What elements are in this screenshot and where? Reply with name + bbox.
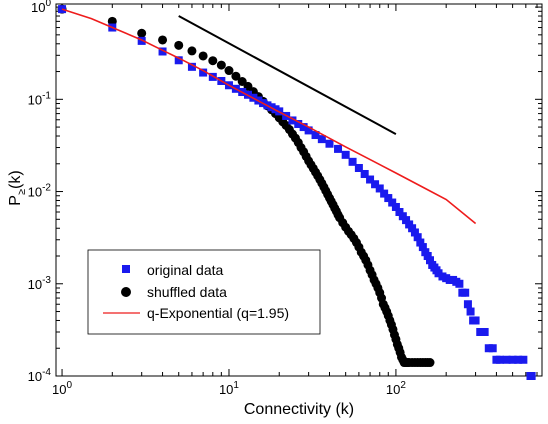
y-tick-label-exponent: -4	[42, 367, 51, 378]
y-tick-label: 10-3	[28, 275, 52, 292]
original-data-point	[384, 194, 393, 203]
y-tick-label: 10-4	[28, 367, 52, 384]
original-data-point	[375, 184, 384, 193]
y-axis-title-main: P	[7, 195, 24, 206]
shuffled-data-point	[198, 51, 208, 61]
shuffled-data-point	[158, 35, 168, 45]
original-data-point	[187, 62, 196, 71]
y-tick-label-base: 10	[31, 0, 45, 15]
original-data-point	[471, 316, 480, 325]
original-data-point	[174, 56, 183, 65]
original-data-point	[408, 224, 417, 233]
y-tick-label-exponent: 0	[45, 0, 51, 9]
data-layer	[57, 4, 536, 380]
legend-label-fit: q-Exponential (q=1.95)	[147, 305, 289, 321]
x-tick-label: 100	[52, 380, 72, 397]
original-data-point	[463, 300, 472, 309]
legend-marker-original	[122, 265, 130, 273]
original-data-point	[410, 228, 419, 237]
original-data-point	[317, 135, 326, 144]
y-axis-title: P≥(k)	[7, 170, 28, 205]
original-data-point	[423, 252, 432, 261]
legend-marker-shuffled	[121, 287, 131, 297]
y-tick-label: 10-1	[28, 90, 52, 107]
original-data-point	[341, 150, 350, 159]
original-data-point	[371, 180, 380, 189]
x-tick-label: 101	[219, 380, 239, 397]
legend-label-original: original data	[147, 262, 223, 278]
original-data-point	[325, 139, 334, 148]
shuffled-data-point	[174, 40, 184, 50]
legend-label-shuffled: shuffled data	[147, 284, 227, 300]
original-data-point	[311, 131, 320, 140]
y-tick-label-base: 10	[28, 92, 42, 107]
original-data-point	[519, 355, 528, 364]
shuffled-data-point	[425, 358, 435, 368]
x-tick-label-exponent: 2	[400, 380, 406, 391]
original-data-point	[502, 355, 511, 364]
y-tick-label: 100	[31, 0, 51, 15]
y-tick-label-exponent: -2	[42, 183, 51, 194]
x-tick-label-base: 10	[219, 382, 233, 397]
original-data-point	[199, 68, 208, 77]
original-data-point	[366, 175, 375, 184]
y-axis-title-tail: (k)	[7, 170, 24, 189]
original-data-point	[455, 279, 464, 288]
original-data-point	[402, 216, 411, 225]
original-data-point	[480, 327, 489, 336]
original-data-point	[418, 243, 427, 252]
original-data-point	[380, 189, 389, 198]
original-data-point	[299, 123, 308, 132]
x-axis-title: Connectivity (k)	[244, 401, 354, 418]
original-data-point	[488, 344, 497, 353]
x-tick-label-exponent: 1	[233, 380, 239, 391]
q-exponential-fit-line	[61, 8, 477, 225]
y-tick-label-base: 10	[28, 185, 42, 200]
original-data-point	[388, 198, 397, 207]
x-tick-label-base: 10	[386, 382, 400, 397]
y-axis-title-sub: ≥	[16, 189, 28, 195]
original-data-point	[158, 47, 167, 56]
original-data-point	[425, 256, 434, 265]
legend: original data shuffled data q-Exponentia…	[87, 249, 321, 335]
x-tick-label-exponent: 0	[66, 380, 72, 391]
y-tick-label-base: 10	[28, 277, 42, 292]
shuffled-data-point	[216, 60, 226, 70]
original-data-point	[416, 238, 425, 247]
original-data-point	[508, 355, 517, 364]
y-tick-label-base: 10	[28, 369, 42, 384]
shuffled-data-point	[208, 56, 218, 66]
y-tick-label-exponent: -1	[42, 90, 51, 101]
x-tick-label-base: 10	[52, 382, 66, 397]
original-data-point	[395, 208, 404, 217]
original-data-point	[288, 116, 297, 125]
original-data-point	[304, 126, 313, 135]
shuffled-data-point	[137, 28, 147, 38]
original-data-point	[476, 327, 485, 336]
shuffled-data-point	[224, 66, 234, 76]
x-tick-label: 102	[386, 380, 406, 397]
original-data-point	[413, 233, 422, 242]
shuffled-data-point	[231, 71, 241, 81]
original-data-point	[294, 119, 303, 128]
plot-frame	[55, 3, 543, 377]
y-tick-label: 10-2	[28, 183, 52, 200]
original-data-point	[461, 288, 470, 297]
original-data-point	[334, 144, 343, 153]
original-data-point	[495, 355, 504, 364]
shuffled-data-point	[187, 46, 197, 56]
original-data-point	[527, 372, 536, 380]
original-data-point	[354, 163, 363, 172]
y-tick-label-exponent: -3	[42, 275, 51, 286]
original-data-point	[466, 307, 475, 316]
original-data-point	[514, 355, 523, 364]
original-data-point	[348, 157, 357, 166]
reference-slope-line	[178, 15, 397, 135]
original-data-point	[360, 169, 369, 178]
original-data-point	[391, 202, 400, 211]
